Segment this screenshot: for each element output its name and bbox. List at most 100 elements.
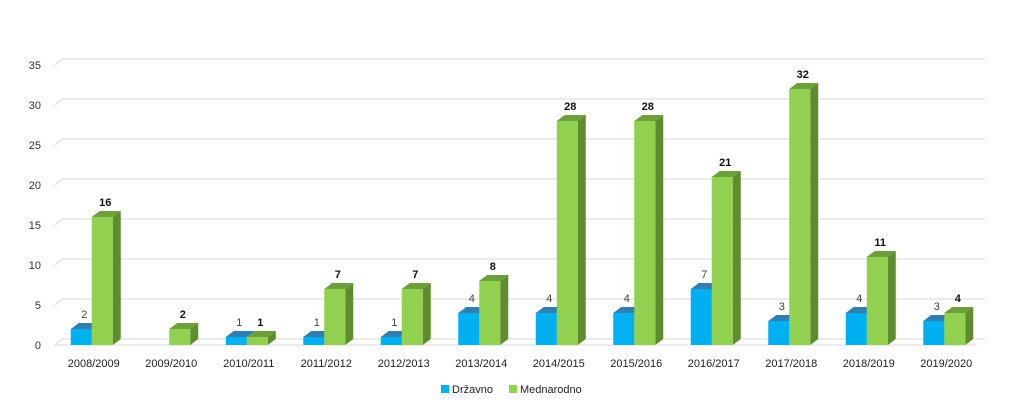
bar-front (711, 177, 733, 345)
bar-front (246, 337, 268, 345)
gridline-depth (54, 98, 64, 106)
y-tick-label: 20 (29, 180, 41, 192)
gridline-depth (54, 258, 64, 266)
bar-side (190, 323, 199, 345)
bar-top (634, 115, 664, 121)
legend: Državno Mednarodno (441, 384, 582, 396)
gridlines (54, 58, 985, 346)
bar-front (866, 257, 888, 345)
x-tick-label: 2016/2017 (688, 358, 740, 370)
data-label: 8 (490, 261, 496, 273)
bar-side (577, 115, 586, 345)
data-label: 4 (856, 293, 862, 305)
bar-side (267, 331, 276, 345)
bar-top (479, 275, 509, 281)
legend-item-mednarodno: Mednarodno (508, 384, 582, 396)
bar-mednarodno-2018-2019: 11 (866, 237, 896, 345)
bar-front (91, 217, 113, 345)
bar-front (634, 121, 656, 345)
bar-side (112, 211, 121, 345)
x-tick-label: 2019/2020 (920, 358, 972, 370)
data-label: 16 (99, 197, 111, 209)
legend-swatch (508, 385, 517, 393)
bar-side (345, 283, 354, 345)
x-tick-label: 2008/2009 (68, 358, 120, 370)
x-tick-label: 2012/2013 (378, 358, 430, 370)
legend-swatch (441, 385, 449, 393)
x-tick-label: 2010/2011 (223, 358, 274, 370)
bar-top (324, 283, 354, 289)
data-label: 2 (81, 309, 87, 321)
gridline-depth (54, 58, 64, 66)
bar-front (303, 337, 325, 345)
legend-item-državno: Državno (441, 384, 493, 396)
data-label: 7 (701, 269, 707, 281)
bar-front (556, 121, 578, 345)
y-tick-label: 30 (29, 100, 41, 112)
bar-front (324, 289, 346, 345)
gridline-depth (54, 178, 64, 186)
x-tick-label: 2013/2014 (455, 358, 507, 370)
data-label: 11 (874, 237, 886, 249)
gridline-depth (54, 218, 64, 226)
bar-side (732, 171, 741, 345)
bar-top (789, 83, 819, 89)
bar-top (91, 211, 121, 217)
bar-mednarodno-2010-2011: 1 (246, 317, 276, 345)
bar-front (70, 329, 92, 345)
data-label: 4 (469, 293, 475, 305)
bar-mednarodno-2013-2014: 8 (479, 261, 509, 345)
y-tick-label: 35 (29, 60, 41, 72)
bar-top (169, 323, 199, 329)
bar-front (845, 313, 867, 345)
y-tick-label: 10 (29, 260, 41, 272)
bar-front (613, 313, 635, 345)
bar-top (401, 283, 431, 289)
bar-front (768, 321, 790, 345)
data-label: 28 (564, 101, 576, 113)
y-tick-label: 0 (35, 340, 41, 352)
bar-top (246, 331, 276, 337)
data-label: 3 (779, 301, 785, 313)
bar-mednarodno-2019-2020: 4 (944, 293, 974, 345)
bar-mednarodno-2016-2017: 21 (711, 157, 741, 345)
bar-mednarodno-2009-2010: 2 (169, 309, 199, 345)
bar-mednarodno-2015-2016: 28 (634, 101, 664, 345)
data-label: 1 (236, 317, 242, 329)
bar-side (887, 251, 896, 345)
bar-front (789, 89, 811, 345)
bar-mednarodno-2008-2009: 16 (91, 197, 121, 345)
data-label: 32 (797, 69, 809, 81)
bar-top (866, 251, 896, 257)
bar-side (965, 307, 974, 345)
gridline-depth (54, 138, 64, 146)
data-label: 4 (624, 293, 630, 305)
bar-front (401, 289, 423, 345)
bar-mednarodno-2011-2012: 7 (324, 269, 354, 345)
bar-side (422, 283, 431, 345)
data-label: 1 (314, 317, 320, 329)
bar-front (458, 313, 480, 345)
data-label: 4 (955, 293, 962, 305)
x-tick-label: 2014/2015 (533, 358, 585, 370)
bar-side (655, 115, 664, 345)
bar-front (479, 281, 501, 345)
data-label: 7 (412, 269, 418, 281)
bar-top (944, 307, 974, 313)
bar-front (225, 337, 247, 345)
bar-front (923, 321, 945, 345)
gridline-depth (54, 338, 64, 346)
bar-mednarodno-2014-2015: 28 (556, 101, 586, 345)
y-tick-label: 25 (29, 140, 41, 152)
bar-top (225, 331, 255, 337)
y-tick-label: 15 (29, 220, 41, 232)
data-label: 3 (934, 301, 940, 313)
x-tick-label: 2018/2019 (843, 358, 895, 370)
bar-side (810, 83, 819, 345)
data-label: 2 (180, 309, 186, 321)
x-tick-label: 2011/2012 (301, 358, 352, 370)
x-axis: 2008/2009 2009/2010 2010/2011 2011/2012 2012… (68, 358, 973, 370)
y-axis: 0 5 10 15 20 25 30 35 (29, 60, 41, 352)
